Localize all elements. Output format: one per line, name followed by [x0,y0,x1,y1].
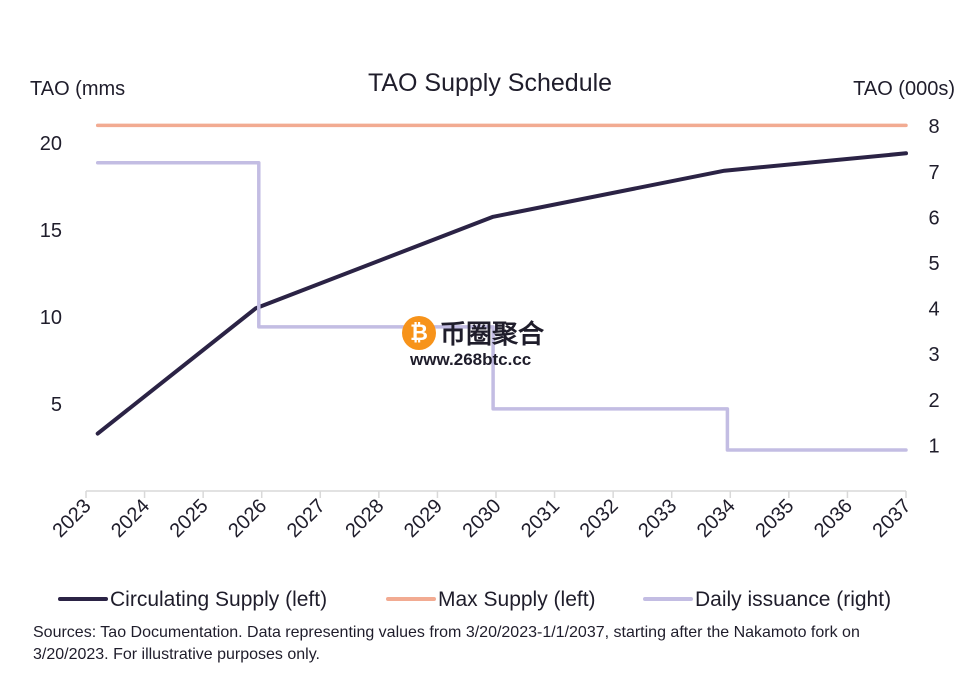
left-y-tick-label: 10 [40,307,62,329]
legend-label: Daily issuance (right) [695,588,891,611]
x-tick-label: 2033 [634,495,681,542]
x-tick-label: 2025 [166,495,213,542]
series-line-2 [95,160,908,452]
watermark-name: 币圈聚合 [440,319,545,349]
legend-label: Max Supply (left) [438,588,596,611]
x-tick-label: 2023 [49,495,96,542]
x-tick-label: 2037 [869,495,916,542]
right-y-tick-label: 7 [928,162,939,184]
x-tick-label: 2036 [810,495,857,542]
right-y-tick-label: 8 [928,116,939,138]
right-y-tick-label: 1 [928,435,939,457]
source-note: Sources: Tao Documentation. Data represe… [33,624,860,663]
x-tick-label: 2028 [341,495,388,542]
x-tick-label: 2026 [224,495,271,542]
right-y-tick-label: 6 [928,207,939,229]
right-y-tick-label: 2 [928,390,939,412]
left-y-tick-label: 15 [40,220,62,242]
chart-title: TAO Supply Schedule [368,69,612,97]
right-y-tick-label: 4 [928,299,939,321]
x-tick-label: 2031 [517,495,564,542]
right-y-axis: 1 2 3 4 5 6 7 8 [928,116,939,457]
plot-area [86,123,908,492]
x-tick-label: 2029 [400,495,447,542]
tao-supply-chart: TAO Supply Schedule TAO (mms TAO (000s) … [30,69,955,611]
right-axis-unit-label: TAO (000s) [853,78,955,100]
bitcoin-coin-icon: ₿ [402,316,436,350]
x-axis: 2023 2024 2025 2026 2027 2028 2029 2030 2031 2032… [49,491,916,542]
left-y-axis: 5 10 15 20 [40,133,62,416]
x-tick-label: 2032 [576,495,623,542]
left-axis-unit-label: TAO (mms [30,78,125,100]
x-tick-label: 2024 [107,495,154,542]
x-tick-label: 2035 [751,495,798,542]
x-tick-label: 2027 [283,495,330,542]
series-line-0 [95,151,908,436]
x-tick-label: 2030 [459,495,506,542]
watermark-url: www.268btc.cc [410,350,532,369]
legend: Circulating Supply (left) Max Supply (lef… [58,588,891,611]
left-y-tick-label: 20 [40,133,62,155]
left-y-tick-label: 5 [51,394,62,416]
watermark: ₿ 币圈聚合 www.268btc.cc [402,314,572,372]
right-y-tick-label: 5 [928,253,939,275]
right-y-tick-label: 3 [928,344,939,366]
x-tick-label: 2034 [693,495,740,542]
legend-label: Circulating Supply (left) [110,588,327,611]
